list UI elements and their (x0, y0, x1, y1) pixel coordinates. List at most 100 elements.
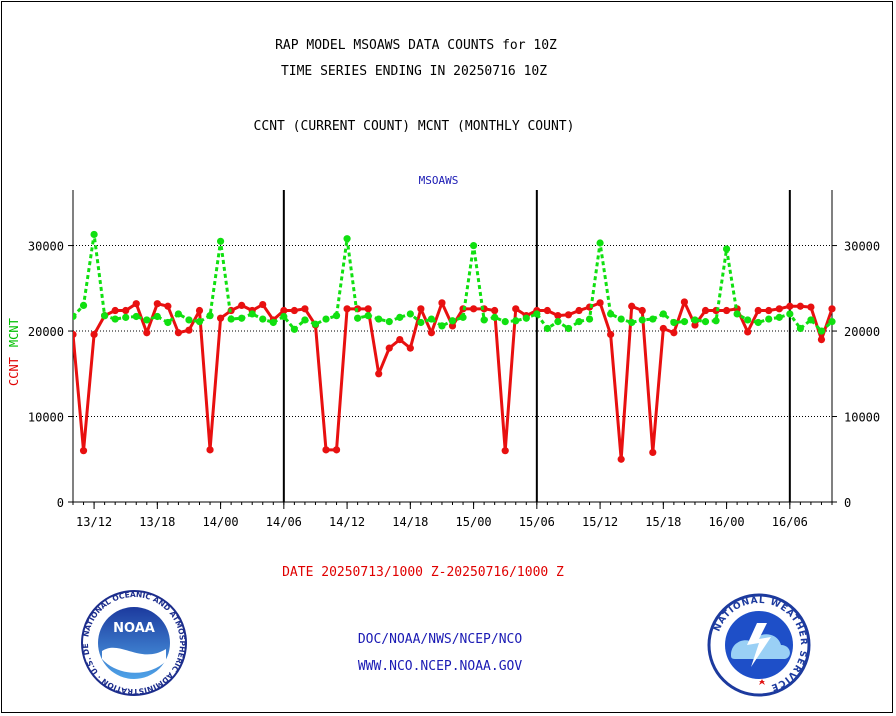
mcnt-point (701, 318, 710, 326)
mcnt-point (122, 313, 130, 321)
mcnt-point (417, 318, 425, 327)
ccnt-point (406, 344, 414, 352)
ccnt-point (427, 329, 436, 337)
mcnt-point (533, 310, 541, 318)
ccnt-point (796, 302, 804, 310)
ccnt-point (280, 306, 288, 315)
ccnt-point (670, 329, 678, 337)
ccnt-point (828, 305, 836, 313)
mcnt-point (617, 315, 625, 323)
x-tick-label: 14/18 (392, 515, 428, 529)
mcnt-point (280, 312, 288, 321)
y-tick-label-right: 0 (844, 496, 851, 510)
mcnt-point (322, 315, 330, 323)
ccnt-point (164, 302, 172, 310)
ccnt-point (448, 322, 457, 330)
ccnt-point (786, 302, 794, 310)
ccnt-point (364, 305, 372, 313)
x-tick-label: 15/18 (645, 515, 681, 529)
ccnt-point (469, 305, 478, 313)
ccnt-point (332, 446, 341, 454)
ccnt-point (322, 446, 330, 454)
axes-layer (68, 190, 837, 509)
mcnt-point (817, 327, 826, 335)
mcnt-point (786, 310, 794, 318)
mcnt-point (269, 318, 277, 327)
ccnt-point (680, 298, 689, 306)
chart-title-line1: RAP MODEL MSOAWS DATA COUNTS for 10Z (275, 38, 557, 53)
ccnt-point (438, 299, 446, 307)
mcnt-point (311, 320, 320, 328)
x-tick-label: 13/18 (139, 515, 175, 529)
mcnt-point (195, 318, 204, 326)
ccnt-point (754, 306, 762, 315)
mcnt-point (722, 245, 731, 253)
ccnt-point (628, 302, 636, 310)
labels-layer: 0 0 10000 10000 20000 20000 30000 30000 13/12 13/… (7, 174, 880, 529)
ccnt-point (649, 448, 657, 457)
mcnt-point (248, 310, 256, 318)
y-tick-label-left: 0 (57, 496, 64, 510)
ccnt-point (375, 370, 383, 378)
mcnt-point (90, 230, 98, 239)
mcnt-line (73, 232, 833, 333)
mcnt-point (427, 315, 436, 323)
mcnt-point (744, 316, 752, 324)
mcnt-point (227, 315, 235, 323)
ccnt-point (385, 344, 393, 352)
mcnt-point (491, 313, 499, 321)
y-tick-label-right: 20000 (844, 325, 880, 339)
chart-subtitle: CCNT (CURRENT COUNT) MCNT (MONTHLY COUNT… (253, 119, 575, 134)
mcnt-point (290, 325, 298, 333)
mcnt-point (406, 310, 414, 318)
ccnt-point (554, 312, 562, 320)
ccnt-point (143, 329, 151, 337)
x-tick-label: 13/12 (76, 515, 112, 529)
date-range-label: DATE 20250713/1000 Z-20250716/1000 Z (282, 565, 564, 580)
ccnt-point (491, 306, 499, 315)
mcnt-point (73, 312, 77, 321)
org-link-label[interactable]: DOC/NOAA/NWS/NCEP/NCO (357, 632, 523, 647)
mcnt-point (459, 313, 467, 321)
mcnt-point (438, 322, 446, 330)
x-tick-label: 14/06 (266, 515, 302, 529)
ccnt-point (153, 300, 161, 308)
mcnt-point (343, 235, 351, 243)
noaa-logo[interactable]: NATIONAL OCEANIC AND ATMOSPHERIC ADMINIS… (80, 589, 188, 697)
mcnt-point (554, 318, 562, 326)
ccnt-point (79, 447, 88, 455)
ccnt-point (174, 329, 183, 337)
mcnt-point (206, 312, 214, 320)
ccnt-point (575, 306, 583, 315)
mcnt-point (216, 237, 225, 245)
mcnt-point (354, 314, 362, 322)
mcnt-point (174, 310, 183, 318)
website-link[interactable]: WWW.NCO.NCEP.NOAA.GOV (357, 659, 523, 674)
mcnt-point (691, 316, 699, 324)
ccnt-point (185, 326, 193, 334)
ccnt-series (73, 298, 836, 463)
mcnt-point (733, 310, 741, 318)
nws-logo[interactable]: NATIONAL WEATHER SERVICE (707, 593, 811, 697)
ccnt-point (807, 303, 815, 311)
mcnt-point (143, 316, 151, 324)
ccnt-point (259, 300, 267, 309)
ccnt-point (343, 305, 351, 313)
mcnt-point (332, 312, 341, 320)
mcnt-point (111, 315, 119, 323)
mcnt-point (754, 318, 762, 327)
x-tick-label: 16/06 (772, 515, 808, 529)
mcnt-point (79, 301, 88, 309)
mcnt-point (364, 312, 372, 320)
ccnt-point (290, 306, 298, 315)
mcnt-point (375, 315, 383, 323)
mcnt-point (164, 318, 172, 327)
y-tick-label-left: 20000 (28, 325, 64, 339)
mcnt-point (596, 239, 604, 247)
x-tick-label: 16/00 (709, 515, 745, 529)
mcnt-point (765, 315, 773, 323)
ccnt-point (691, 321, 699, 329)
ccnt-point (301, 305, 309, 313)
